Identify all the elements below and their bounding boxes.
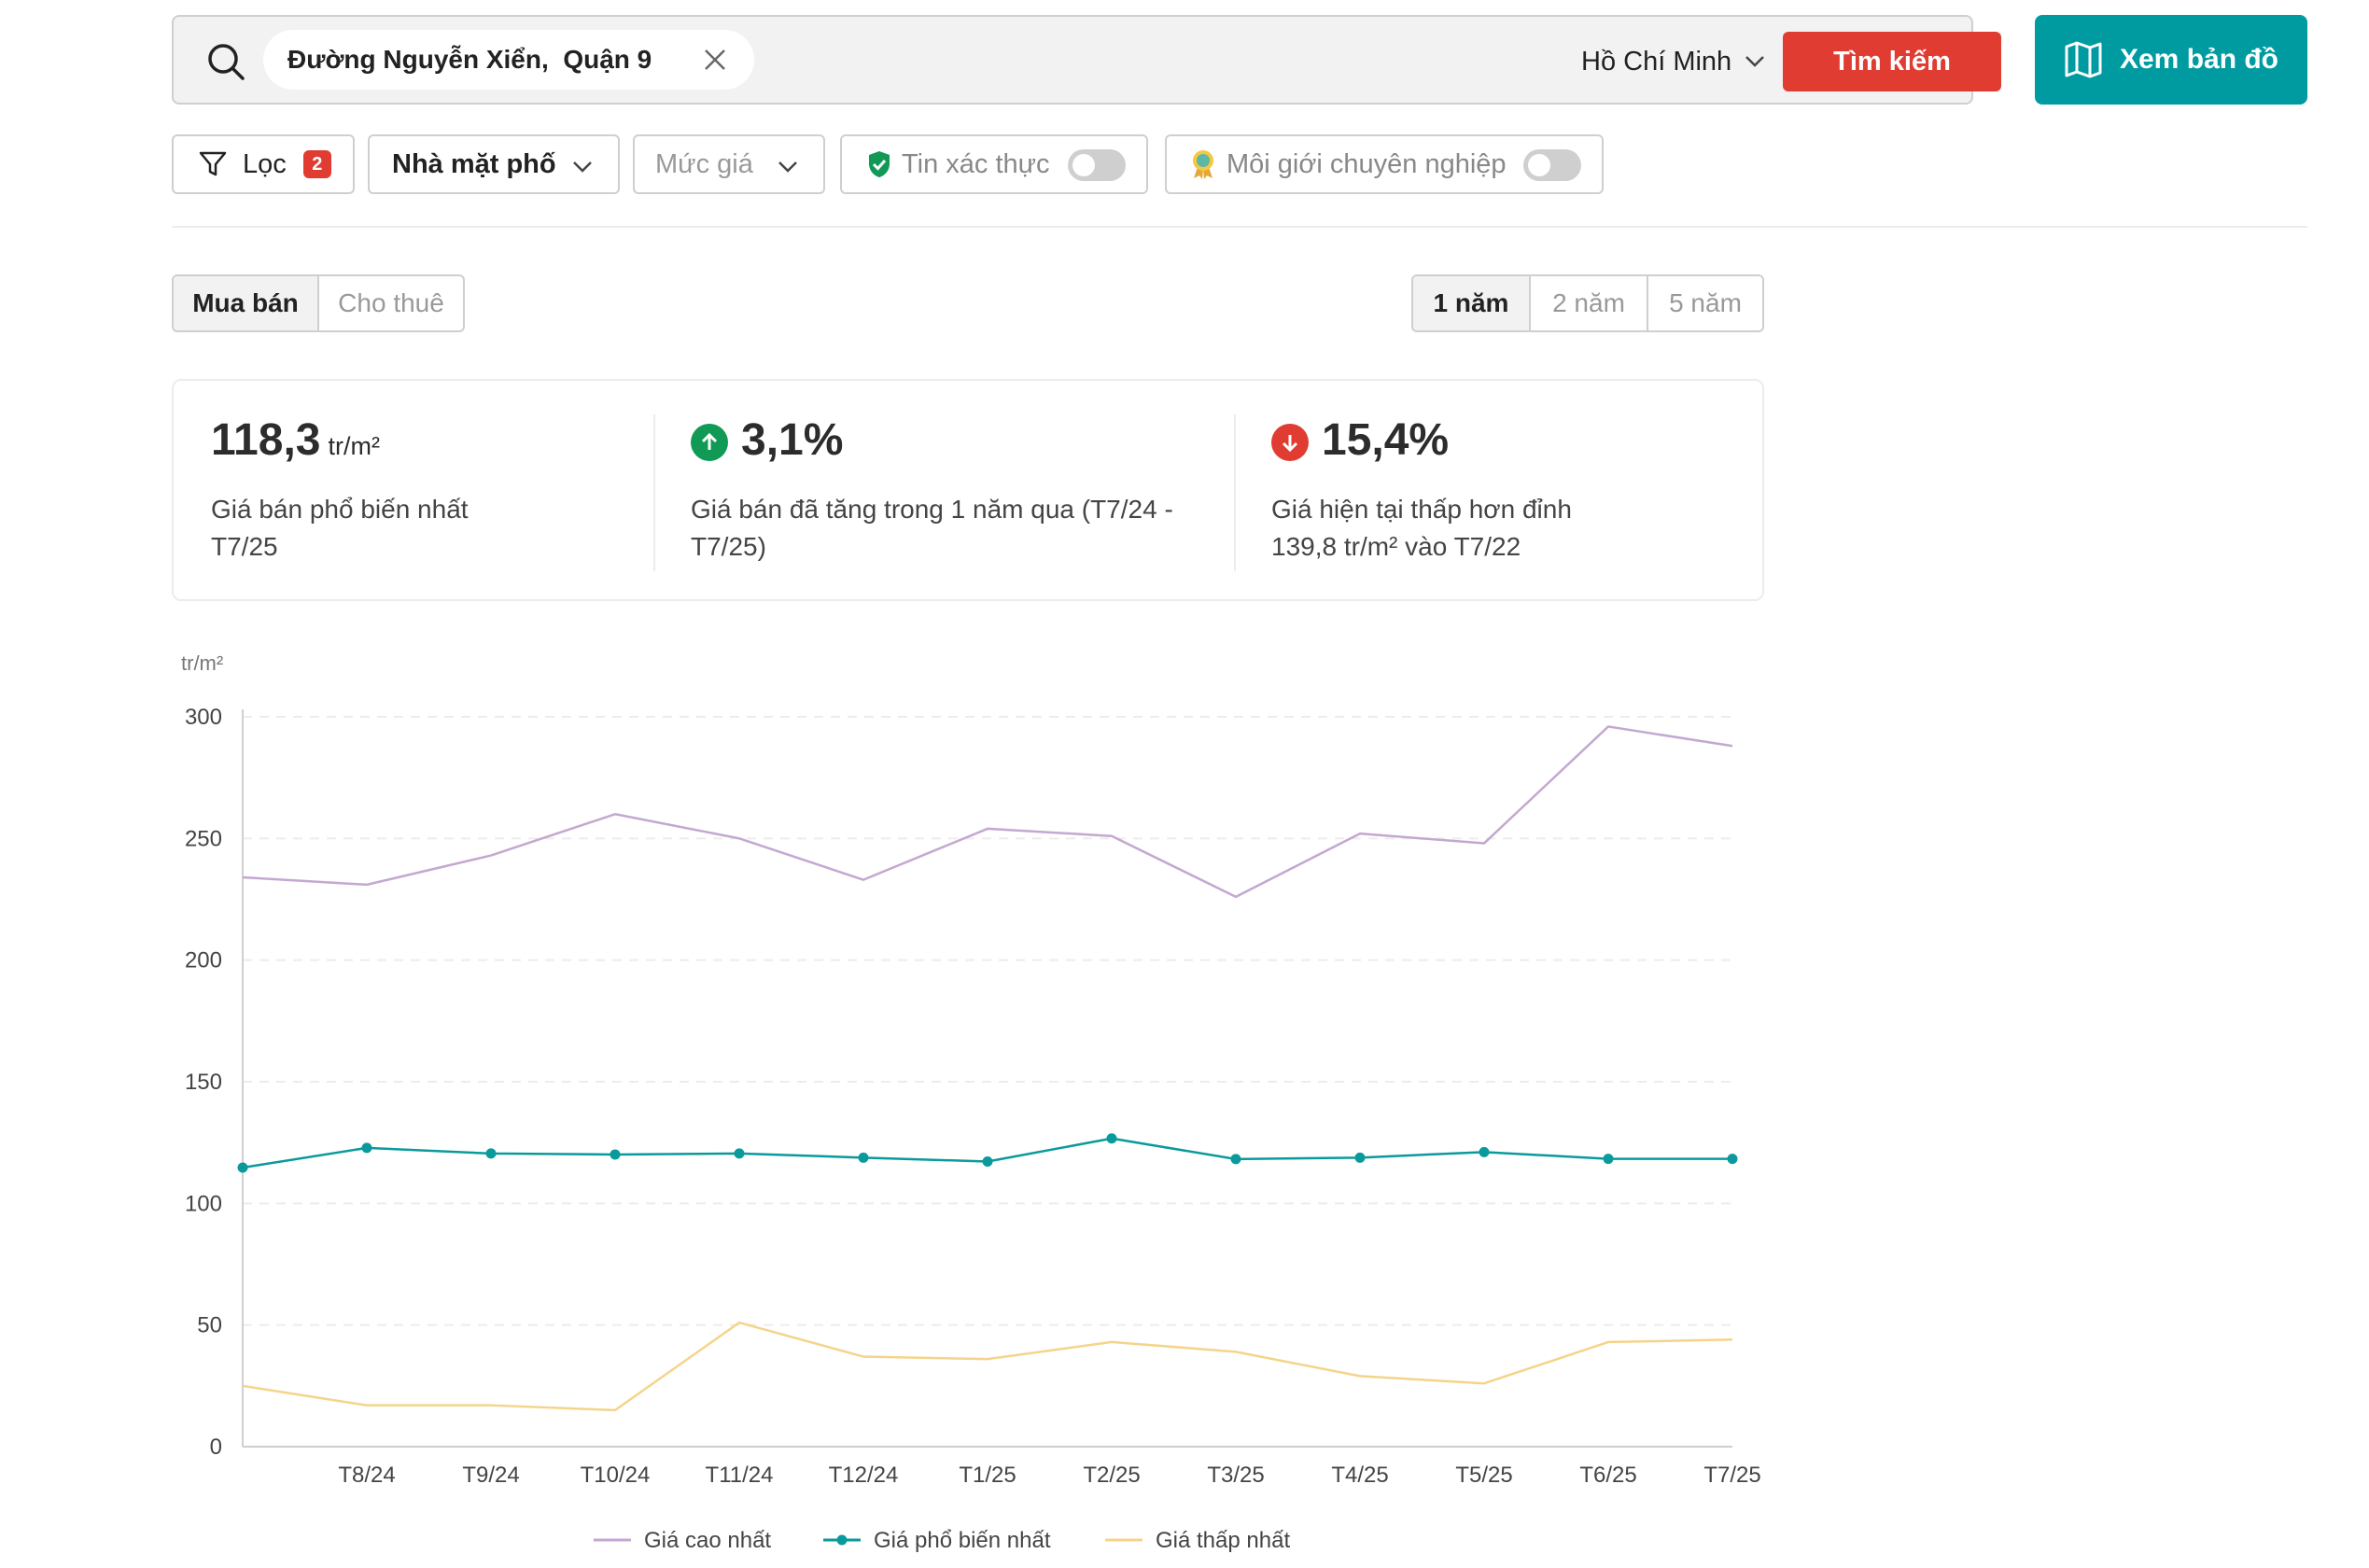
x-tick-label: T3/25 bbox=[1207, 1463, 1264, 1488]
x-tick-label: T7/25 bbox=[1703, 1463, 1760, 1488]
verified-listing-label: Tin xác thực bbox=[902, 148, 1050, 179]
data-point bbox=[982, 1155, 993, 1167]
price-history-chart: tr/m² 0 50 100 150 200 250 300 T8/24 T9/24 T10/24 T… bbox=[172, 644, 1777, 1568]
search-bar: Đường Nguyễn Xiển, Quận 9 Hồ Chí Minh Tì… bbox=[172, 15, 2001, 105]
time-range-tabs: 1 năm 2 năm 5 năm bbox=[1411, 274, 1764, 332]
search-icon[interactable] bbox=[205, 41, 246, 82]
x-tick-label: T11/24 bbox=[706, 1463, 774, 1488]
line-chart: tr/m² 0 50 100 150 200 250 300 T8/24 T9/24 T10/24 T… bbox=[181, 651, 1761, 1553]
view-map-label: Xem bản đồ bbox=[2119, 44, 2279, 75]
filter-label: Lọc bbox=[243, 148, 287, 179]
data-point bbox=[1230, 1154, 1241, 1165]
verified-shield-icon bbox=[869, 151, 890, 177]
verified-listing-toggle[interactable] bbox=[1068, 149, 1126, 181]
stat-value: 3,1% bbox=[741, 415, 844, 465]
chevron-down-icon bbox=[1745, 56, 1765, 67]
price-stats-card: 118,3 tr/m² Giá bán phổ biến nhất T7/25 … bbox=[172, 379, 1764, 601]
filter-button[interactable]: Lọc 2 bbox=[172, 134, 355, 194]
series-line-0 bbox=[242, 725, 1733, 899]
x-tick-label: T12/24 bbox=[829, 1463, 899, 1488]
y-tick-label: 0 bbox=[210, 1435, 222, 1460]
arrow-down-icon bbox=[1271, 424, 1309, 461]
transaction-type-tabs: Mua bán Cho thuê bbox=[172, 274, 465, 332]
tab-range-5-years[interactable]: 5 năm bbox=[1647, 276, 1762, 330]
filter-count-badge: 2 bbox=[302, 150, 331, 178]
data-point bbox=[858, 1152, 869, 1163]
price-select[interactable]: Mức giá bbox=[633, 134, 825, 194]
close-icon[interactable] bbox=[702, 47, 728, 73]
verified-listing-filter[interactable]: Tin xác thực bbox=[840, 134, 1148, 194]
stat-value: 118,3 bbox=[211, 415, 321, 465]
stat-description: Giá bán phổ biến nhất T7/25 bbox=[211, 495, 469, 561]
x-tick-label: T9/24 bbox=[462, 1463, 519, 1488]
search-query-chip[interactable]: Đường Nguyễn Xiển, Quận 9 bbox=[263, 30, 755, 90]
tab-range-1-year[interactable]: 1 năm bbox=[1413, 276, 1529, 330]
price-placeholder: Mức giá bbox=[655, 148, 753, 179]
y-tick-label: 250 bbox=[185, 826, 222, 851]
y-tick-label: 300 bbox=[185, 705, 222, 730]
x-tick-label: T10/24 bbox=[581, 1463, 651, 1488]
stat-divider bbox=[653, 414, 655, 571]
series-line-2 bbox=[242, 1321, 1733, 1412]
y-tick-label: 150 bbox=[185, 1070, 222, 1095]
y-tick-label: 200 bbox=[185, 948, 222, 973]
chevron-down-icon bbox=[573, 161, 592, 173]
section-divider bbox=[172, 226, 2307, 228]
data-point bbox=[1106, 1133, 1117, 1144]
x-tick-label: T1/25 bbox=[959, 1463, 1016, 1488]
chevron-down-icon bbox=[778, 161, 797, 173]
tab-range-2-years[interactable]: 2 năm bbox=[1529, 276, 1647, 330]
data-point bbox=[1727, 1154, 1738, 1165]
view-map-button[interactable]: Xem bản đồ bbox=[2035, 15, 2307, 105]
y-axis-unit-label: tr/m² bbox=[181, 651, 223, 675]
arrow-up-icon bbox=[691, 424, 728, 461]
stat-divider bbox=[1234, 414, 1236, 571]
search-query-text: Đường Nguyễn Xiển, Quận 9 bbox=[287, 45, 652, 74]
x-tick-label: T2/25 bbox=[1083, 1463, 1140, 1488]
legend-label: Giá phổ biến nhất bbox=[874, 1528, 1051, 1553]
data-point bbox=[1603, 1154, 1614, 1165]
x-tick-label: T5/25 bbox=[1455, 1463, 1512, 1488]
property-type-select[interactable]: Nhà mặt phố bbox=[368, 134, 620, 194]
city-select[interactable]: Hồ Chí Minh bbox=[1581, 41, 1765, 82]
stat-description: Giá hiện tại thấp hơn đỉnh 139,8 tr/m² v… bbox=[1271, 495, 1572, 561]
award-badge-icon bbox=[1193, 150, 1213, 179]
x-tick-label: T6/25 bbox=[1579, 1463, 1636, 1488]
stat-value: 15,4% bbox=[1322, 415, 1450, 465]
legend-marker bbox=[836, 1534, 848, 1546]
y-tick-label: 50 bbox=[197, 1313, 222, 1338]
data-point bbox=[734, 1148, 745, 1159]
tab-buy-sell[interactable]: Mua bán bbox=[174, 276, 317, 330]
pro-agent-filter[interactable]: Môi giới chuyên nghiệp bbox=[1165, 134, 1604, 194]
data-point bbox=[361, 1142, 372, 1154]
filter-icon bbox=[199, 151, 227, 176]
map-icon bbox=[2065, 41, 2102, 78]
stat-popular-price: 118,3 tr/m² Giá bán phổ biến nhất T7/25 bbox=[211, 414, 469, 566]
stat-description: Giá bán đã tăng trong 1 năm qua (T7/24 -… bbox=[691, 495, 1173, 561]
tab-rent[interactable]: Cho thuê bbox=[317, 276, 463, 330]
stat-yearly-change: 3,1% Giá bán đã tăng trong 1 năm qua (T7… bbox=[691, 414, 1173, 566]
x-tick-label: T8/24 bbox=[338, 1463, 395, 1488]
property-type-value: Nhà mặt phố bbox=[392, 148, 556, 179]
pro-agent-label: Môi giới chuyên nghiệp bbox=[1227, 148, 1507, 179]
data-point bbox=[237, 1162, 248, 1173]
pro-agent-toggle[interactable] bbox=[1523, 149, 1581, 181]
stat-below-peak: 15,4% Giá hiện tại thấp hơn đỉnh 139,8 t… bbox=[1271, 414, 1572, 566]
stat-unit: tr/m² bbox=[328, 432, 380, 460]
data-point bbox=[485, 1148, 497, 1159]
search-button[interactable]: Tìm kiếm bbox=[1783, 32, 2001, 91]
y-tick-label: 100 bbox=[185, 1191, 222, 1216]
legend-label: Giá thấp nhất bbox=[1156, 1528, 1290, 1553]
data-point bbox=[610, 1149, 621, 1160]
x-tick-label: T4/25 bbox=[1331, 1463, 1388, 1488]
city-select-value: Hồ Chí Minh bbox=[1581, 46, 1732, 77]
data-point bbox=[1354, 1152, 1366, 1163]
data-point bbox=[1479, 1146, 1490, 1157]
legend-label: Giá cao nhất bbox=[644, 1528, 771, 1553]
